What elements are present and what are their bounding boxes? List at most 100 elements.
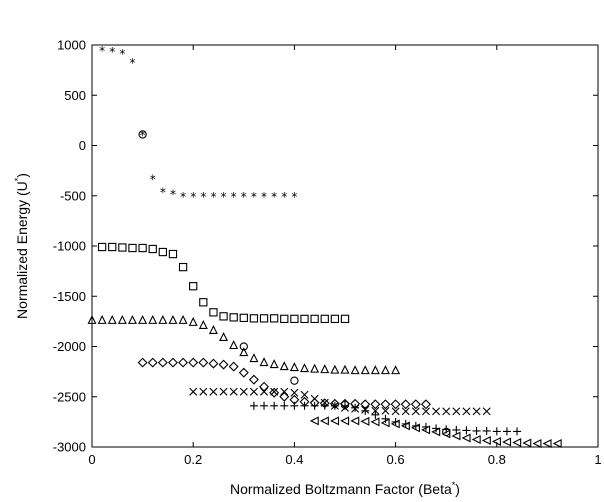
data-point-asterisk: * (291, 190, 297, 204)
data-point-plus (361, 406, 370, 415)
data-point-triangle-left (451, 431, 461, 441)
data-point-diamond (238, 367, 249, 378)
data-point-triangle-up (380, 365, 390, 375)
y-tick-label: 0 (79, 138, 86, 153)
data-point-diamond (248, 374, 259, 385)
data-point-square (128, 243, 137, 253)
data-point-triangle-up (350, 365, 360, 375)
data-point-plus (300, 401, 309, 410)
data-point-diamond (208, 358, 219, 369)
y-tick-label: -1000 (53, 239, 86, 254)
data-point-asterisk: * (99, 44, 105, 58)
data-point-plus (280, 401, 289, 410)
data-point-triangle-up (219, 332, 229, 342)
data-point-diamond (218, 359, 229, 370)
y-tick-label: -2500 (53, 389, 86, 404)
data-point-plus (513, 427, 522, 436)
tick-labels: 0 0.2 0.4 0.6 0.8 1 1000 500 0 -500 -1000 -1500 -200… (53, 38, 602, 468)
data-point-x (381, 406, 390, 415)
data-point-triangle-left (340, 416, 350, 426)
data-point-triangle-up (168, 314, 178, 324)
plot-background (92, 45, 598, 447)
data-marks: * * * * * * * * * * * * * * * * * * * * (87, 44, 562, 448)
data-point-asterisk: * (150, 173, 156, 187)
data-point-circle (442, 427, 451, 437)
data-point-square (138, 243, 147, 253)
data-point-circle (138, 130, 147, 139)
data-point-triangle-left (491, 436, 501, 446)
y-tick-label: -2000 (53, 339, 86, 354)
data-point-triangle-up (249, 353, 259, 363)
data-point-asterisk: * (190, 190, 196, 204)
data-point-square (118, 243, 127, 252)
data-point-plus (502, 427, 511, 436)
data-point-x (401, 407, 410, 416)
data-point-triangle-up (148, 314, 158, 324)
data-point-circle (239, 342, 248, 351)
x-tick-label: 0.6 (387, 452, 405, 467)
data-point-square (189, 282, 198, 291)
data-point-x (260, 387, 269, 396)
data-point-triangle-up (320, 364, 330, 374)
data-point-plus (330, 401, 339, 410)
data-point-diamond (380, 399, 391, 410)
data-point-plus (492, 427, 501, 436)
data-point-diamond (390, 399, 401, 410)
data-point-square (239, 313, 248, 323)
data-point-square (209, 308, 218, 317)
data-point-asterisk: * (210, 190, 216, 204)
data-point-triangle-up (117, 314, 127, 324)
data-point-diamond (269, 387, 280, 398)
data-point-triangle-left (400, 421, 410, 431)
data-point-asterisk: * (241, 190, 247, 204)
data-point-triangle-left (330, 416, 340, 426)
data-point-triangle-up (229, 340, 239, 350)
data-point-x (432, 407, 441, 416)
data-point-x (199, 387, 208, 396)
data-point-diamond (279, 391, 290, 402)
data-point-plus (482, 426, 491, 435)
data-point-x (219, 387, 228, 396)
data-point-plus (371, 410, 380, 419)
data-point-plus (472, 426, 481, 435)
data-point-square (219, 312, 228, 321)
data-point-triangle-up (127, 314, 137, 324)
data-point-triangle-up (198, 319, 208, 329)
data-point-square (280, 314, 289, 324)
data-point-triangle-left (319, 416, 329, 426)
data-point-plus (320, 401, 329, 410)
data-point-triangle-up (310, 363, 320, 373)
x-tick-label: 0.2 (184, 452, 202, 467)
data-point-plus (290, 401, 299, 410)
data-point-asterisk: * (140, 128, 146, 142)
data-point-triangle-left (421, 425, 431, 435)
data-point-x (310, 394, 319, 403)
y-tick-label: -500 (60, 188, 86, 203)
data-point-x (209, 387, 218, 396)
data-point-x (391, 407, 400, 416)
data-point-plus (270, 401, 279, 410)
data-point-triangle-left (552, 438, 562, 448)
data-point-triangle-up (391, 365, 401, 375)
data-point-asterisk: * (200, 190, 206, 204)
data-point-x (300, 390, 309, 399)
x-tick-label: 1 (594, 452, 601, 467)
data-point-square (158, 247, 167, 257)
data-point-plus (310, 401, 319, 410)
data-point-triangle-up (300, 363, 310, 373)
data-point-diamond (370, 399, 381, 410)
data-point-triangle-left (350, 416, 360, 426)
data-point-plus (462, 426, 471, 435)
data-point-asterisk: * (109, 45, 115, 59)
data-point-square (168, 249, 178, 259)
data-point-triangle-up (340, 364, 350, 374)
data-point-triangle-up (208, 324, 218, 334)
data-point-triangle-up (289, 362, 299, 372)
data-point-circle (290, 376, 299, 385)
data-point-diamond (410, 399, 421, 410)
data-point-x (229, 387, 238, 396)
data-point-triangle-left (411, 423, 420, 433)
data-point-square (270, 314, 279, 323)
data-point-triangle-left (542, 438, 552, 448)
